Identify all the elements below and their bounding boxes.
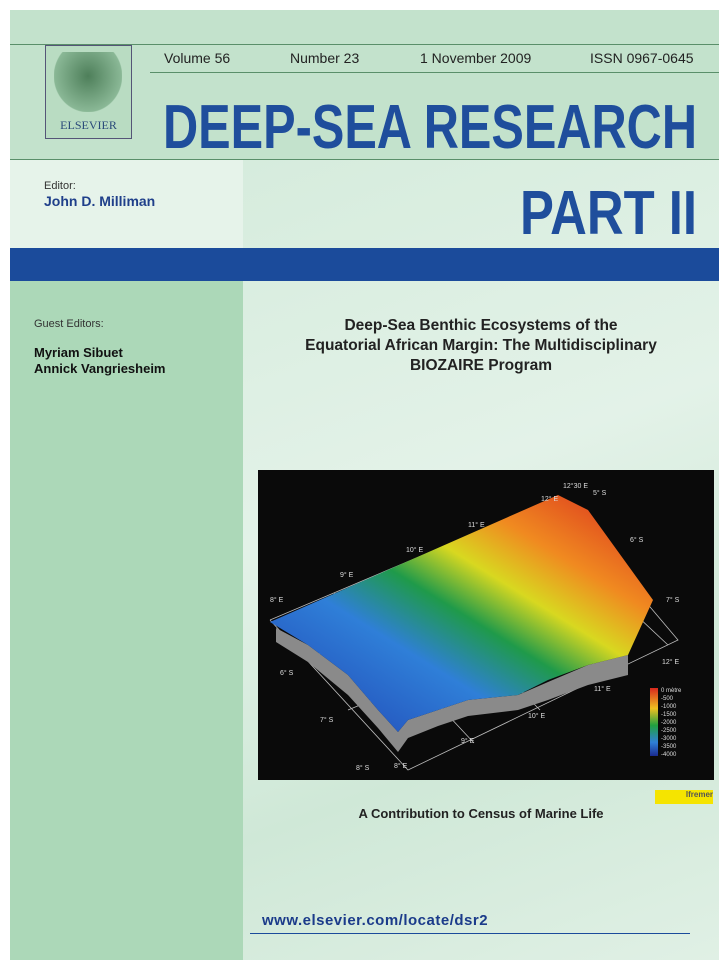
number: Number 23 (290, 50, 360, 66)
publisher: ELSEVIER (60, 118, 117, 132)
map-label: 12° E (662, 658, 680, 666)
rule (10, 159, 719, 160)
legend-label: -3000 (661, 736, 677, 742)
date: 1 November 2009 (420, 50, 532, 66)
journal-title: DEEP-SEA RESEARCH PART II (163, 93, 697, 248)
issue-title-line: Deep-Sea Benthic Ecosystems of the (344, 317, 618, 334)
issue-title-line: Equatorial African Margin: The Multidisc… (305, 337, 657, 354)
map-label: 11° E (594, 685, 611, 693)
map-label: 9° E (461, 737, 475, 745)
map-label: 8° E (394, 762, 408, 770)
editor-name: John D. Milliman (44, 193, 156, 209)
legend-label: -1000 (661, 704, 677, 710)
map-label: 12°30 E (563, 482, 588, 490)
guest-label: Guest Editors: (34, 318, 104, 330)
credit: Ifremer (655, 790, 713, 804)
legend-label: -3500 (661, 744, 677, 750)
blue-band (10, 248, 719, 281)
title: DEEP-SEA RESEARCH (163, 93, 697, 162)
map-label: 6° S (630, 536, 644, 544)
map-label: 7° S (666, 596, 680, 604)
logo-tree (54, 52, 122, 112)
volume: Volume 56 (164, 50, 231, 66)
part: PART II (520, 179, 697, 248)
map-label: 7° S (320, 716, 334, 724)
legend-label: -2500 (661, 728, 677, 734)
map-label: 12° E (541, 495, 559, 503)
legend-bar (650, 688, 658, 756)
rule (150, 72, 719, 73)
contribution: A Contribution to Census of Marine Life (358, 806, 604, 821)
url-rule (250, 933, 690, 934)
legend-label: -500 (661, 696, 674, 702)
map-label: 10° E (528, 712, 546, 720)
map-label: 5° S (593, 489, 607, 497)
map-label: 9° E (340, 571, 354, 579)
url: www.elsevier.com/locate/dsr2 (262, 912, 489, 929)
map-label: 8° E (270, 596, 284, 604)
map-label: 8° S (356, 764, 370, 772)
editor-label: Editor: (44, 180, 76, 192)
terrain (270, 495, 653, 732)
left-column (10, 160, 243, 960)
map: 12°30 E 5° S 12° E 6° S 11° E 10° E 9° E 8° E 7°… (258, 470, 714, 780)
issue-title-line: BIOZAIRE Program (409, 357, 553, 374)
map-label: 10° E (406, 546, 424, 554)
legend-label: -1500 (661, 712, 677, 718)
legend-label: 0 mètre (661, 688, 682, 694)
guest-name: Myriam Sibuet (34, 345, 123, 360)
issn: ISSN 0967-0645 (590, 50, 694, 66)
editor-box (10, 160, 243, 248)
map-label: 6° S (280, 669, 294, 677)
terrain-wall (276, 628, 628, 752)
logo: ELSEVIER (45, 45, 132, 139)
issue-title: Deep-Sea Benthic Ecosystems of the Equat… (243, 316, 719, 376)
legend-label: -2000 (661, 720, 677, 726)
rule (10, 44, 719, 45)
legend-label: -4000 (661, 752, 677, 758)
guest-name: Annick Vangriesheim (34, 361, 166, 376)
map-label: 11° E (468, 521, 485, 529)
